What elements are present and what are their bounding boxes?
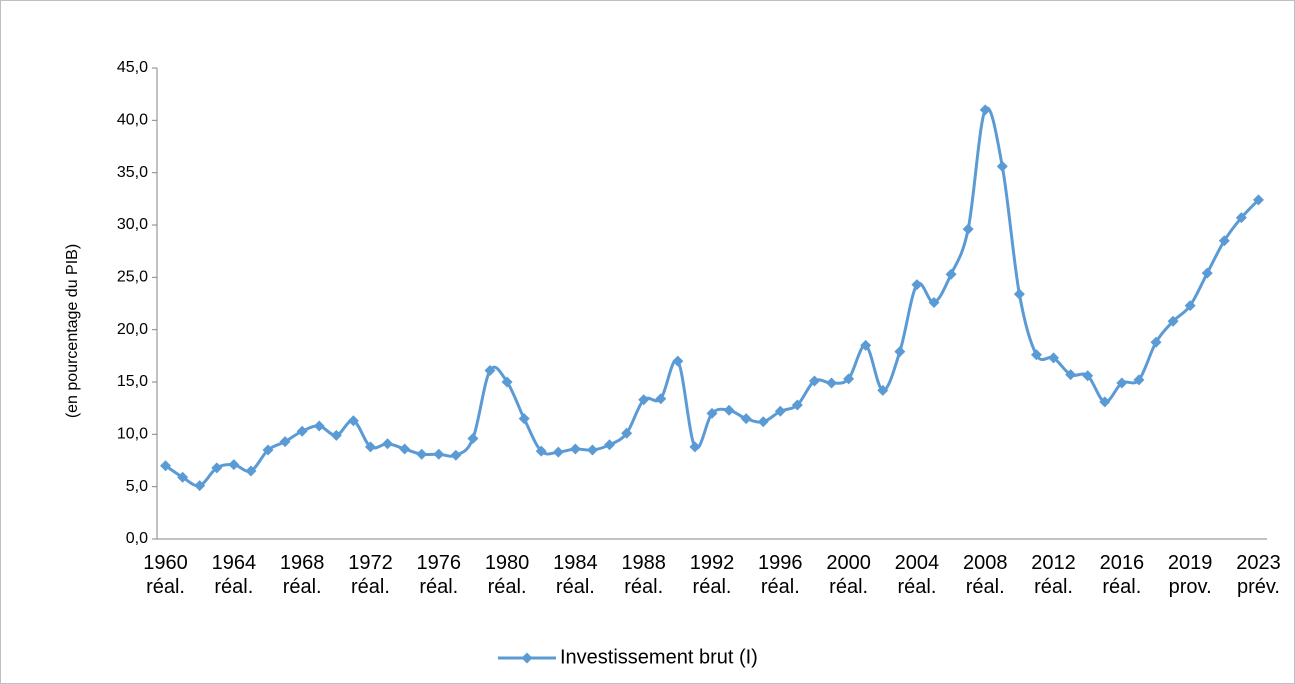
x-tick-label: 2023 prév. xyxy=(1236,552,1281,598)
marker xyxy=(1252,194,1264,206)
marker xyxy=(296,425,308,437)
marker xyxy=(433,448,445,460)
marker xyxy=(194,480,206,492)
marker xyxy=(1133,374,1145,386)
marker xyxy=(843,373,855,385)
x-tick-label: 1976 réal. xyxy=(416,552,462,598)
marker xyxy=(569,443,581,455)
x-tick-label: 2008 réal. xyxy=(962,552,1008,598)
marker xyxy=(826,377,838,389)
marker xyxy=(279,436,291,448)
marker xyxy=(638,394,650,406)
x-tick-label: 1964 réal. xyxy=(211,552,257,598)
marker xyxy=(1235,212,1247,224)
marker xyxy=(706,407,718,419)
marker xyxy=(518,413,530,425)
x-tick-label: 1972 réal. xyxy=(348,552,393,598)
marker xyxy=(894,346,906,358)
x-tick-label: 1992 réal. xyxy=(689,552,735,598)
marker xyxy=(364,441,376,453)
marker xyxy=(1218,235,1230,247)
marker xyxy=(774,405,786,417)
marker xyxy=(211,462,223,474)
y-axis-title: (en pourcentage du PIB) xyxy=(64,244,81,418)
x-tick-label: 1996 réal. xyxy=(758,552,803,598)
y-tick-label: 0,0 xyxy=(126,530,148,547)
y-tick-label: 15,0 xyxy=(117,373,148,390)
y-tick-label: 25,0 xyxy=(117,269,148,286)
marker xyxy=(655,393,667,405)
marker xyxy=(996,160,1008,172)
x-tick-label: 2000 réal. xyxy=(826,552,871,598)
marker xyxy=(450,449,462,461)
x-tick-label: 2004 réal. xyxy=(894,552,940,598)
marker xyxy=(228,459,240,471)
marker xyxy=(262,444,274,456)
marker xyxy=(484,364,496,376)
marker xyxy=(1150,336,1162,348)
x-tick-label: 1984 réal. xyxy=(553,552,598,598)
marker xyxy=(672,355,684,367)
legend-label: Investissement brut (I) xyxy=(560,646,758,668)
marker xyxy=(313,420,325,432)
marker xyxy=(945,268,957,280)
marker xyxy=(1116,377,1128,389)
marker xyxy=(1030,349,1042,361)
marker xyxy=(604,439,616,451)
marker xyxy=(416,448,428,460)
marker xyxy=(1013,288,1025,300)
marker xyxy=(689,441,701,453)
x-tick-label: 2012 réal. xyxy=(1031,552,1076,598)
marker xyxy=(1099,396,1111,408)
marker xyxy=(177,471,189,483)
y-tick-label: 35,0 xyxy=(117,164,148,181)
marker xyxy=(808,375,820,387)
x-tick-label: 2019 prov. xyxy=(1167,552,1213,598)
x-tick-label: 1980 réal. xyxy=(484,552,530,598)
marker xyxy=(791,399,803,411)
marker xyxy=(1167,315,1179,327)
marker xyxy=(1184,300,1196,312)
marker xyxy=(245,465,257,477)
x-tick-label: 2016 réal. xyxy=(1099,552,1145,598)
y-tick-label: 40,0 xyxy=(117,112,148,129)
marker xyxy=(911,279,923,291)
marker xyxy=(860,339,872,351)
marker xyxy=(877,384,889,396)
marker xyxy=(382,438,394,450)
y-tick-label: 30,0 xyxy=(117,216,148,233)
marker xyxy=(552,446,564,458)
marker xyxy=(399,443,411,455)
y-tick-label: 10,0 xyxy=(117,426,148,443)
x-tick-label: 1968 réal. xyxy=(279,552,325,598)
x-tick-label: 1988 réal. xyxy=(621,552,666,598)
y-tick-label: 20,0 xyxy=(117,321,148,338)
marker xyxy=(1048,352,1060,364)
marker xyxy=(586,444,598,456)
marker xyxy=(1065,369,1077,381)
marker xyxy=(467,433,479,445)
series-line xyxy=(164,106,1260,488)
marker xyxy=(1201,267,1213,279)
marker xyxy=(1082,370,1094,382)
marker xyxy=(535,445,547,457)
marker xyxy=(347,415,359,427)
marker xyxy=(330,429,342,441)
legend-marker xyxy=(521,652,533,664)
marker xyxy=(928,296,940,308)
marker xyxy=(621,427,633,439)
x-tick-label: 1960 réal. xyxy=(143,552,188,598)
marker xyxy=(757,416,769,428)
y-tick-label: 45,0 xyxy=(117,59,148,76)
marker xyxy=(740,413,752,425)
marker xyxy=(501,376,513,388)
y-tick-label: 5,0 xyxy=(126,478,148,495)
marker xyxy=(979,104,991,116)
marker xyxy=(723,404,735,416)
marker xyxy=(962,223,974,235)
marker xyxy=(160,460,172,472)
